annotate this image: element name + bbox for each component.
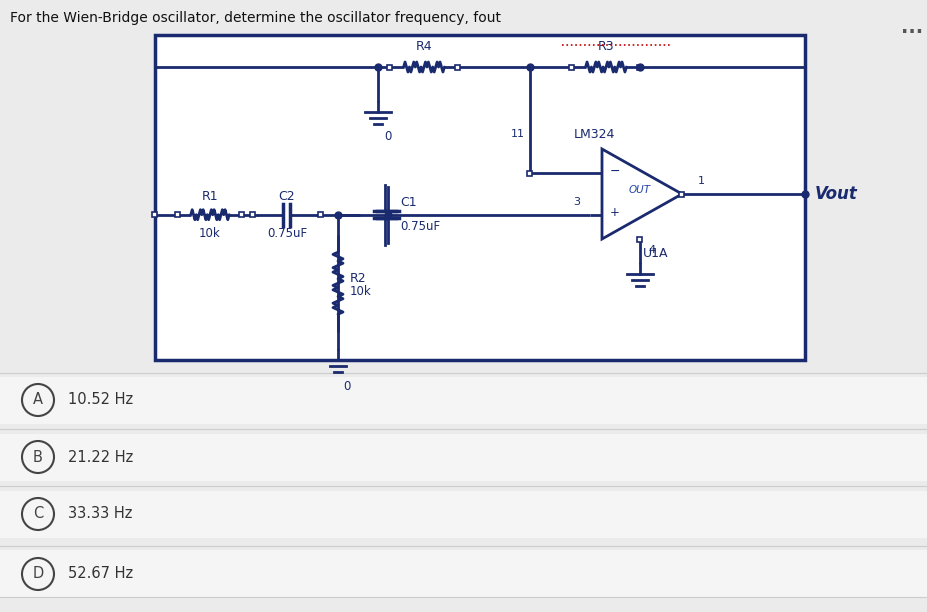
Bar xyxy=(387,64,392,70)
Text: R3: R3 xyxy=(597,40,614,53)
Bar xyxy=(527,171,532,176)
Text: For the Wien-Bridge oscillator, determine the oscillator frequency, fout: For the Wien-Bridge oscillator, determin… xyxy=(10,11,501,25)
Text: OUT: OUT xyxy=(629,185,651,195)
Text: 21.22 Hz: 21.22 Hz xyxy=(68,449,133,465)
Text: 0: 0 xyxy=(384,130,391,143)
Text: C1: C1 xyxy=(400,196,416,209)
Text: 0.75uF: 0.75uF xyxy=(400,220,439,233)
Text: 52.67 Hz: 52.67 Hz xyxy=(68,567,133,581)
Text: C2: C2 xyxy=(278,190,295,203)
Text: 1: 1 xyxy=(697,176,705,186)
Text: 0: 0 xyxy=(343,379,350,393)
Text: B: B xyxy=(33,449,43,465)
Text: C: C xyxy=(32,507,43,521)
Text: U1A: U1A xyxy=(642,247,668,260)
Bar xyxy=(155,35,804,360)
Text: 0.75uF: 0.75uF xyxy=(267,226,307,240)
Text: R4: R4 xyxy=(415,40,432,53)
Bar xyxy=(175,212,181,217)
Text: A: A xyxy=(33,392,43,408)
Bar xyxy=(455,64,460,70)
Text: 3: 3 xyxy=(572,196,579,207)
Text: Vout: Vout xyxy=(814,185,857,203)
Text: R1: R1 xyxy=(201,190,218,203)
Text: 10k: 10k xyxy=(349,285,372,297)
Text: 10.52 Hz: 10.52 Hz xyxy=(68,392,133,408)
Bar xyxy=(0,551,927,597)
Text: −: − xyxy=(609,165,620,178)
Bar xyxy=(679,192,684,196)
Text: +: + xyxy=(609,206,619,219)
Bar xyxy=(318,212,324,217)
Bar xyxy=(0,490,927,537)
Text: LM324: LM324 xyxy=(573,128,614,141)
Bar xyxy=(152,212,158,217)
Bar xyxy=(637,64,641,70)
Text: 10k: 10k xyxy=(199,226,221,240)
Text: ···: ··· xyxy=(900,23,922,42)
Text: R2: R2 xyxy=(349,272,366,285)
Bar xyxy=(0,376,927,424)
Text: 33.33 Hz: 33.33 Hz xyxy=(68,507,133,521)
Text: 4: 4 xyxy=(647,245,654,255)
Text: D: D xyxy=(32,567,44,581)
Bar xyxy=(0,433,927,480)
Bar xyxy=(637,236,641,242)
Bar xyxy=(569,64,574,70)
Text: 11: 11 xyxy=(511,129,525,138)
Bar xyxy=(250,212,255,217)
Bar xyxy=(239,212,244,217)
